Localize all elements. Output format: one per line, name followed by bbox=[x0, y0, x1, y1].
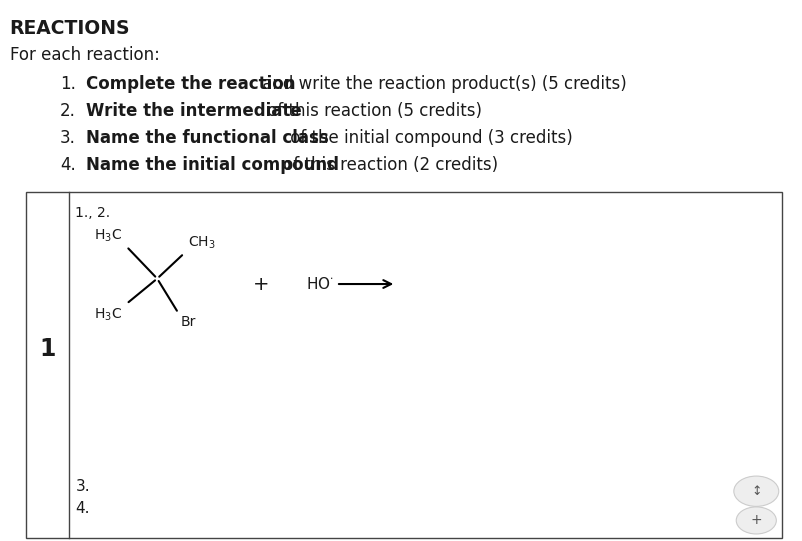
Text: and write the reaction product(s) (5 credits): and write the reaction product(s) (5 cre… bbox=[257, 75, 626, 93]
Text: +: + bbox=[751, 513, 762, 527]
Text: +: + bbox=[253, 274, 269, 294]
Text: Name the functional class: Name the functional class bbox=[86, 129, 329, 147]
Text: HO$^{\cdot}$: HO$^{\cdot}$ bbox=[306, 276, 334, 292]
Text: H$_3$C: H$_3$C bbox=[95, 307, 123, 323]
Text: 2.: 2. bbox=[60, 102, 76, 120]
Text: 1.: 1. bbox=[60, 75, 76, 93]
Bar bbox=[26, 192, 782, 538]
Text: REACTIONS: REACTIONS bbox=[10, 19, 130, 38]
Text: 4.: 4. bbox=[75, 500, 90, 516]
Text: of the initial compound (3 credits): of the initial compound (3 credits) bbox=[285, 129, 573, 147]
Text: CH$_3$: CH$_3$ bbox=[188, 234, 216, 250]
Text: of this reaction (5 credits): of this reaction (5 credits) bbox=[262, 102, 482, 120]
Text: ↕: ↕ bbox=[751, 485, 762, 498]
Text: of this reaction (2 credits): of this reaction (2 credits) bbox=[278, 156, 498, 174]
Text: 1: 1 bbox=[39, 337, 56, 361]
Circle shape bbox=[734, 476, 779, 506]
Text: H$_3$C: H$_3$C bbox=[95, 227, 123, 243]
Text: 3.: 3. bbox=[60, 129, 76, 147]
Text: Write the intermediate: Write the intermediate bbox=[86, 102, 302, 120]
Text: Name the initial compound: Name the initial compound bbox=[86, 156, 338, 174]
Text: 4.: 4. bbox=[60, 156, 76, 174]
Text: Complete the reaction: Complete the reaction bbox=[86, 75, 295, 93]
Text: 1., 2.: 1., 2. bbox=[75, 206, 111, 220]
Text: For each reaction:: For each reaction: bbox=[10, 46, 160, 64]
Text: 3.: 3. bbox=[75, 479, 90, 494]
Text: Br: Br bbox=[180, 315, 196, 329]
Circle shape bbox=[736, 507, 776, 534]
